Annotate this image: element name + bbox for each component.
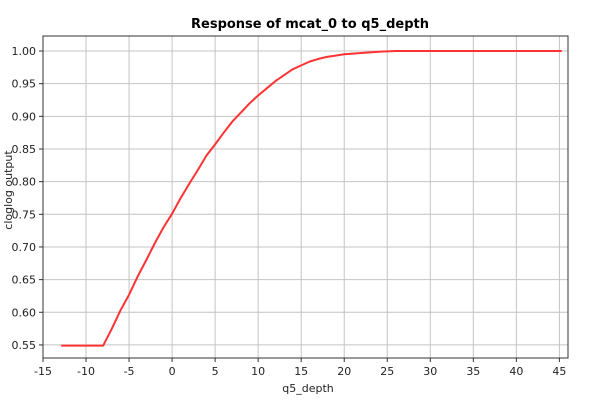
chart-title: Response of mcat_0 to q5_depth: [191, 17, 429, 32]
x-tick-label: 45: [552, 365, 566, 378]
x-tick-label: -10: [77, 365, 95, 378]
series-layer: [60, 50, 563, 347]
axis-ticks: -15 -10 -5 0 5 10 15 20 25 30 35 40 45 0.55 0.60 0.65 0.…: [12, 45, 567, 378]
y-tick-label: 1.00: [12, 45, 37, 58]
x-tick-label: 30: [423, 365, 437, 378]
y-tick-label: 0.65: [12, 274, 37, 287]
x-tick-label: 10: [251, 365, 265, 378]
y-tick-label: 0.70: [12, 241, 37, 254]
y-tick-label: 0.80: [12, 176, 37, 189]
x-tick-label: 15: [294, 365, 308, 378]
y-tick-label: 0.90: [12, 110, 37, 123]
y-tick-label: 0.85: [12, 143, 37, 156]
y-tick-label: 0.55: [12, 339, 37, 352]
x-tick-label: 5: [212, 365, 219, 378]
series-line-0: [60, 50, 563, 347]
x-tick-label: 40: [509, 365, 523, 378]
x-tick-label: 0: [169, 365, 176, 378]
x-tick-label: -15: [34, 365, 52, 378]
plot-area-frame: [42, 35, 569, 359]
y-tick-label: 0.75: [12, 208, 37, 221]
x-tick-label: 20: [337, 365, 351, 378]
x-tick-label: 35: [466, 365, 480, 378]
y-tick-label: 0.60: [12, 306, 37, 319]
y-tick-label: 0.95: [12, 78, 37, 91]
x-tick-label: -5: [124, 365, 135, 378]
x-tick-label: 25: [380, 365, 394, 378]
x-axis-title: q5_depth: [282, 382, 334, 395]
y-axis-title: cloglog output: [2, 150, 15, 230]
